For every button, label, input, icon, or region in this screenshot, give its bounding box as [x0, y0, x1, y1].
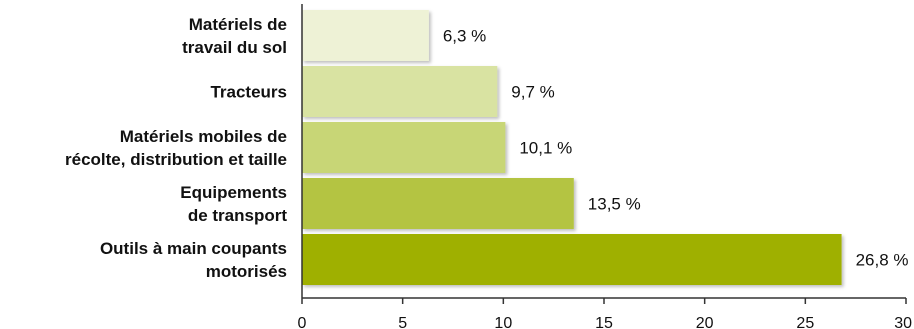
x-tick-label-20: 20 — [696, 315, 714, 329]
value-label-1: 6,3 % — [443, 27, 486, 46]
bar-5 — [302, 234, 842, 285]
value-label-3: 10,1 % — [519, 139, 572, 158]
value-label-2: 9,7 % — [511, 83, 554, 102]
bar-3 — [302, 122, 506, 173]
category-label-2: Tracteurs — [210, 83, 287, 102]
value-label-4: 13,5 % — [588, 195, 641, 214]
bar-1 — [302, 10, 429, 61]
x-tick-label-5: 5 — [398, 315, 407, 329]
x-tick-label-30: 30 — [894, 315, 912, 329]
x-tick-label-0: 0 — [298, 315, 307, 329]
category-label-3: Matériels mobiles de récolte, distributio… — [65, 127, 287, 169]
bars-layer: 6,3 % 9,7 % 10,1 % 13,5 % 26,8 % — [302, 10, 909, 285]
bar-2 — [302, 66, 498, 117]
value-label-5: 26,8 % — [856, 251, 909, 270]
category-label-1: Matériels de travail du sol — [182, 15, 287, 57]
x-tick-label-15: 15 — [595, 315, 613, 329]
bar-4 — [302, 178, 574, 229]
category-label-4: Equipements de transport — [180, 183, 287, 225]
x-axis: 0 5 10 15 20 25 30 — [298, 4, 912, 329]
x-tick-label-25: 25 — [796, 315, 814, 329]
category-labels: Matériels de travail du sol Tracteurs Matér… — [65, 15, 287, 281]
x-tick-label-10: 10 — [494, 315, 512, 329]
category-label-5: Outils à main coupants motorisés — [100, 239, 287, 281]
